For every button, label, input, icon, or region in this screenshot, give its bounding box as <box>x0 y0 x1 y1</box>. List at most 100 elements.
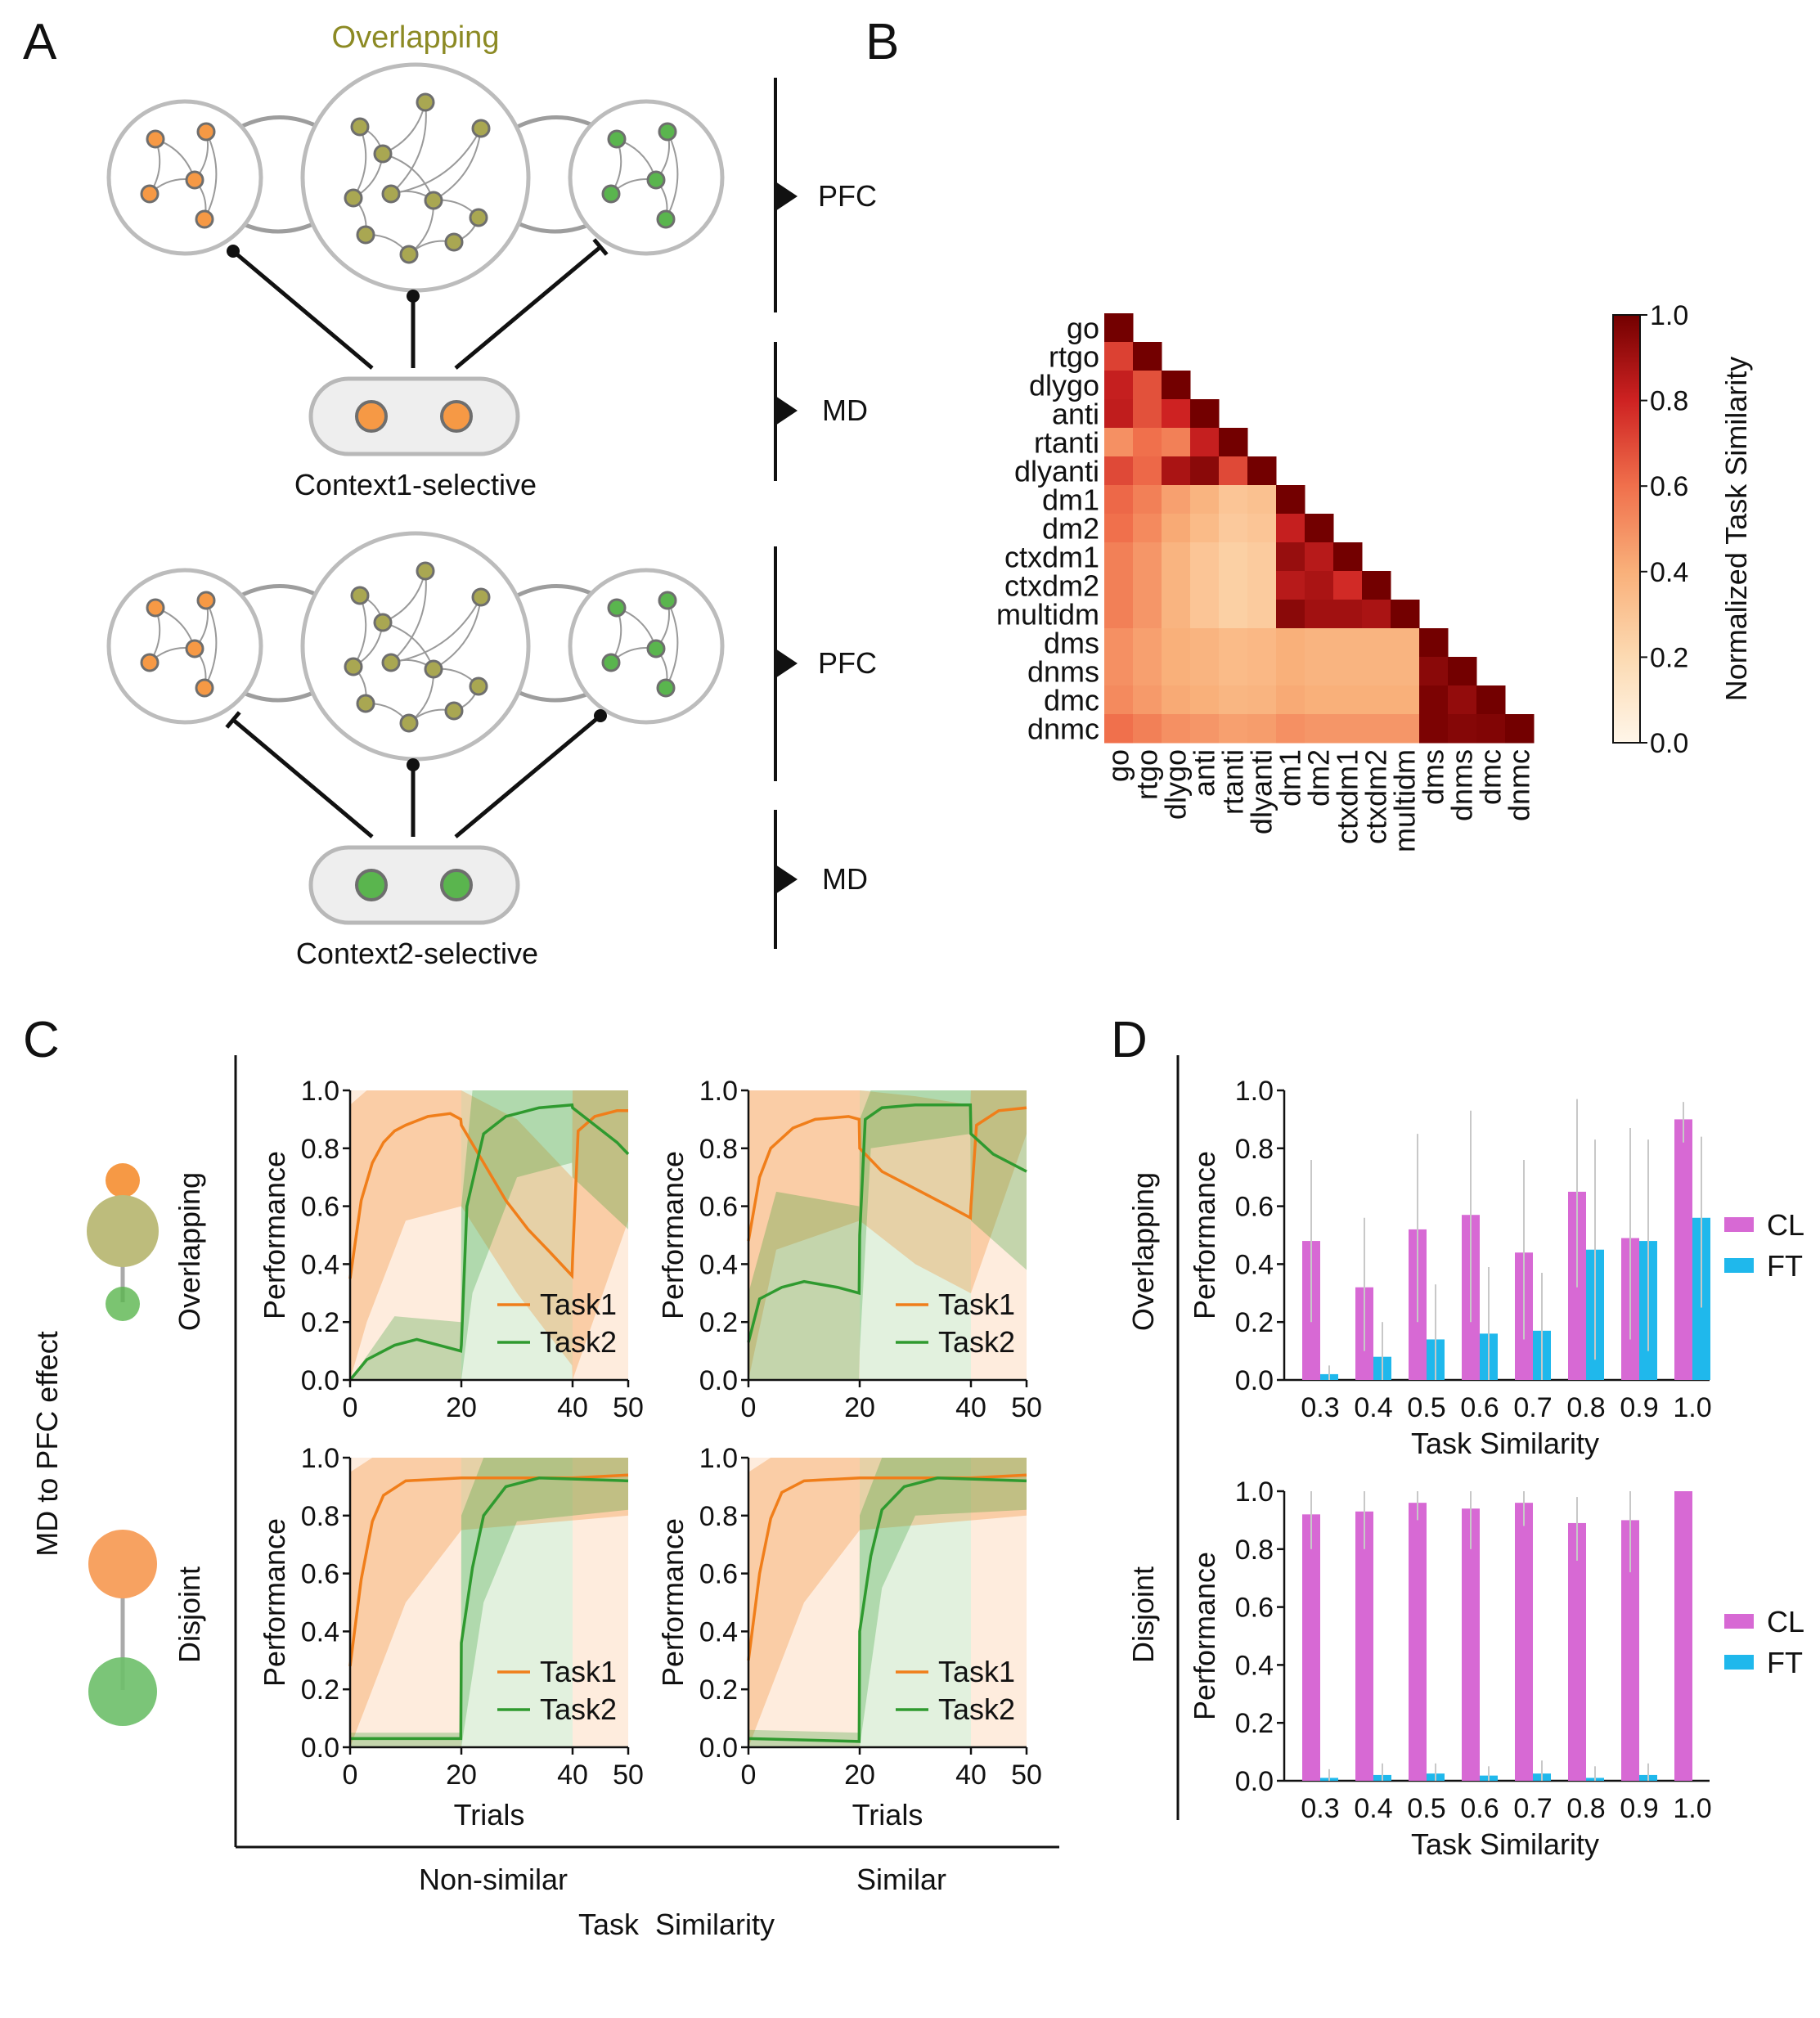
heatmap-col-label: go <box>1102 749 1135 782</box>
pfc-neuron-orange <box>196 122 216 142</box>
heatmap-cell <box>1219 456 1248 486</box>
y-tick-label: 0.6 <box>699 1559 738 1590</box>
row-label-disjoint: Disjoint <box>173 1566 206 1663</box>
heatmap-cell <box>1276 714 1305 744</box>
pfc-neuron-olive <box>356 694 375 713</box>
pfc-link-arc <box>231 584 325 602</box>
heatmap-cell <box>1133 657 1162 686</box>
pfc-neuron-olive <box>444 232 464 252</box>
y-tick-label: 0.8 <box>699 1501 738 1532</box>
pfc-neuron-olive <box>469 208 488 227</box>
inhibitory-terminal <box>225 711 241 729</box>
heatmap-cell <box>1104 600 1134 629</box>
y-tick-label: 0.4 <box>301 1249 339 1280</box>
x-tick-label: 20 <box>844 1392 875 1423</box>
legend-task2-label: Task2 <box>938 1692 1015 1726</box>
pfc-neuron-olive <box>399 245 419 264</box>
context2-label: Context2-selective <box>296 937 538 970</box>
x-tick-label: 0.7 <box>1513 1392 1552 1423</box>
legend-cl-label: CL <box>1767 1605 1804 1638</box>
heatmap-cell <box>1276 542 1305 572</box>
heatmap-cell <box>1333 657 1363 686</box>
y-tick-label: 1.0 <box>699 1443 738 1474</box>
y-tick-label: 0.0 <box>301 1365 339 1396</box>
pfc-neuron-olive <box>381 653 401 672</box>
heatmap-cell <box>1247 571 1277 600</box>
pfc-neuron-olive <box>469 676 488 696</box>
heatmap-cell <box>1391 685 1420 715</box>
heatmap-cell <box>1391 714 1420 744</box>
pfc-neuron-green <box>656 209 676 229</box>
heatmap-cell <box>1276 485 1305 515</box>
md-thalamus-box <box>308 376 520 456</box>
pfc-neuron-orange <box>185 170 204 190</box>
heatmap-cell <box>1162 485 1191 515</box>
pfc-neuron-orange <box>146 598 165 618</box>
heatmap-col-label: rtanti <box>1216 749 1250 815</box>
col-label-nonsimilar: Non-similar <box>419 1863 568 1896</box>
pfc-link-arc <box>231 115 325 133</box>
heatmap-cell <box>1162 371 1191 400</box>
heatmap-col-label: ctxdm2 <box>1359 749 1393 844</box>
heatmap-cell <box>1133 514 1162 543</box>
legend-task1-label: Task1 <box>540 1655 617 1688</box>
y-tick-label: 0.6 <box>699 1192 738 1223</box>
heatmap-cell <box>1219 514 1248 543</box>
task2-std-band <box>748 1458 1027 1747</box>
colorbar-tick-label: 0.0 <box>1650 728 1688 759</box>
pfc-neuron-green <box>601 184 621 204</box>
legend-cl-swatch <box>1724 1217 1754 1232</box>
heatmap-row-label: anti <box>1052 398 1099 431</box>
y-tick-label: 0.0 <box>1235 1365 1274 1396</box>
heatmap-cell <box>1190 600 1220 629</box>
pfc-right-module <box>568 99 725 256</box>
y-tick-label: 0.8 <box>301 1134 339 1165</box>
heatmap-cell <box>1247 628 1277 658</box>
bar-cl <box>1621 1520 1639 1781</box>
md-marker-top <box>775 396 798 425</box>
task1-line <box>348 1109 628 1279</box>
x-tick-label: 40 <box>955 1392 986 1423</box>
y-tick-label: 0.0 <box>301 1733 339 1764</box>
task2-std-band <box>350 1458 628 1747</box>
panel-d: D Overlapping Disjoint 0.0 0.2 0.4 0.6 0.8 1.… <box>1111 1012 1804 1861</box>
task-similarity-axis-label: Task Similarity <box>578 1908 775 1941</box>
phase-shade-task1 <box>573 1090 628 1380</box>
legend-cl-label: CL <box>1767 1208 1804 1242</box>
heatmap-cell <box>1276 657 1305 686</box>
md-projection <box>454 714 602 838</box>
pfc-neuron-olive <box>344 188 363 208</box>
y-tick-label: 0.0 <box>699 1733 738 1764</box>
phase-shade-task1 <box>350 1090 461 1380</box>
x-tick-label: 40 <box>557 1760 588 1791</box>
pfc-left-module <box>106 99 263 256</box>
pfc-neuron-olive <box>416 92 435 112</box>
y-axis-label: Performance <box>1188 1151 1221 1319</box>
pfc-left-module <box>106 568 263 725</box>
synapse-edge <box>432 128 482 202</box>
heatmap-cell <box>1333 542 1363 572</box>
heatmap-cell <box>1276 514 1305 543</box>
y-tick-label: 0.2 <box>1235 1307 1274 1338</box>
colorbar-tick-label: 1.0 <box>1650 300 1688 331</box>
heatmap-cell <box>1419 628 1449 658</box>
heatmap-row-label: dm2 <box>1042 512 1099 546</box>
heatmap-row-label: multidm <box>996 598 1099 631</box>
heatmap-col-label: dnmc <box>1503 749 1536 821</box>
colorbar-bar <box>1612 314 1641 744</box>
heatmap-cell <box>1190 456 1220 486</box>
legend-task2-label: Task2 <box>540 1325 617 1359</box>
y-tick-label: 0.4 <box>1235 1650 1274 1681</box>
heatmap-cell <box>1219 600 1248 629</box>
bar-cl <box>1515 1503 1533 1781</box>
pfc-neuron-green <box>656 678 676 698</box>
heatmap-colorbar: 0.0 0.2 0.4 0.6 0.8 1.0 Normalized Task Simila… <box>1612 300 1753 759</box>
heatmap-row-label: dmc <box>1044 684 1099 717</box>
phase-shade-task2 <box>461 1090 573 1380</box>
x-tick-label: 0 <box>741 1760 757 1791</box>
y-tick-label: 1.0 <box>301 1076 339 1107</box>
heatmap-row-label: rtgo <box>1049 340 1099 374</box>
heatmap-cell <box>1190 714 1220 744</box>
task2-line <box>747 1103 1027 1343</box>
x-tick-label: 1.0 <box>1673 1793 1711 1824</box>
